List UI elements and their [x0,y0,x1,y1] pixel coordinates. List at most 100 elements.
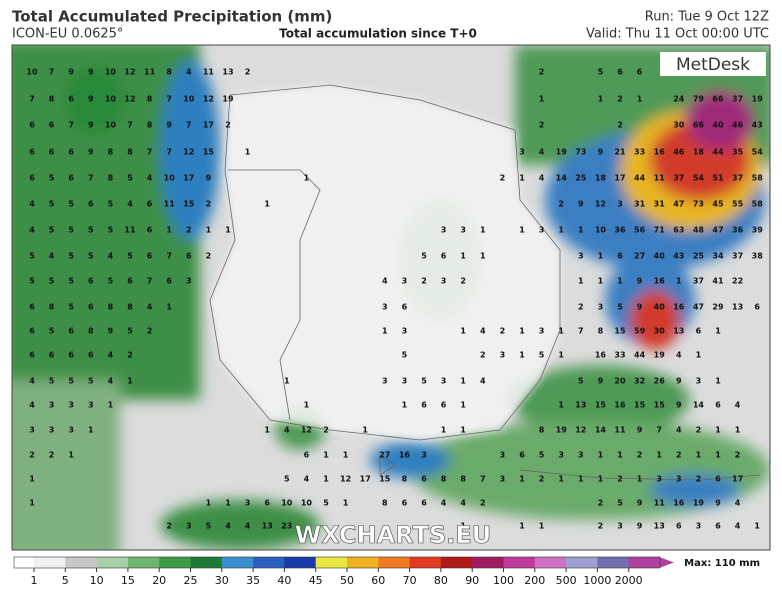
precip-value: 2 [245,68,251,77]
precip-value: 37 [673,174,684,183]
precip-value: 3 [578,252,584,261]
precip-value: 9 [88,68,94,77]
precip-value: 5 [49,327,55,336]
precip-value: 9 [88,148,94,157]
precip-value: 1 [519,522,525,531]
precip-value: 1 [558,475,564,484]
precip-value: 2 [735,451,741,460]
precip-value: 6 [715,522,721,531]
logo: MetDesk [676,55,750,75]
precip-value: 32 [634,377,645,386]
precip-value: 5 [421,377,427,386]
precip-value: 6 [127,277,133,286]
colorbar-segment [284,557,317,568]
precip-value: 15 [614,327,626,336]
precip-value: 30 [654,327,666,336]
colorbar-label: 90 [465,574,479,587]
precip-value: 1 [304,174,310,183]
precip-value: 2 [500,327,506,336]
colorbar-segment [159,557,191,568]
precip-value: 5 [68,252,74,261]
precip-value: 7 [49,68,55,77]
precip-value: 5 [127,174,133,183]
precip-value: 9 [637,277,643,286]
precip-value: 7 [127,121,133,130]
precip-value: 2 [323,426,329,435]
precip-value: 2 [578,303,584,312]
precip-value: 2 [637,451,643,460]
precip-value: 5 [49,174,55,183]
precip-value: 4 [460,499,466,508]
precip-value: 5 [29,252,35,261]
precip-value: 4 [441,499,447,508]
precip-value: 9 [88,121,94,130]
precip-value: 14 [556,174,568,183]
coastline [209,84,561,441]
colorbar-segment [628,557,661,568]
precip-value: 16 [614,401,626,410]
watermark: WXCHARTS.EU [295,521,491,549]
precip-value: 12 [124,68,135,77]
precip-value: 5 [49,277,55,286]
precip-value: 6 [29,174,35,183]
colorbar-label: 45 [309,574,323,587]
precip-value: 1 [127,377,133,386]
precip-value: 4 [735,401,741,410]
precip-value: 12 [595,200,606,209]
precip-value: 10 [26,68,38,77]
precip-value: 3 [441,377,447,386]
precip-value: 8 [49,303,55,312]
precip-value: 1 [29,475,35,484]
precip-value: 6 [402,499,408,508]
value-labels: 10 7 9 9 10 12 11 8 4 11 13 2 2 5 6 67 8 6 9 10 12 8 7 10 12 19 1 1… [26,68,763,531]
precip-value: 6 [441,252,447,261]
colorbar-segment [472,557,504,568]
precip-value: 3 [402,277,408,286]
precip-value: 15 [183,200,195,209]
precip-value: 3 [578,451,584,460]
precip-value: 36 [614,226,626,235]
precip-value: 1 [343,499,349,508]
precip-value: 2 [617,475,623,484]
precip-value: 5 [598,68,604,77]
colorbar-segment [96,557,129,568]
precip-value: 1 [166,226,172,235]
precip-value: 5 [68,277,74,286]
precip-value: 4 [49,252,55,261]
precip-value: 47 [712,226,723,235]
precip-value: 6 [421,401,427,410]
precip-value: 5 [539,351,545,360]
precip-value: 1 [480,252,486,261]
precip-value: 22 [732,277,743,286]
precip-value: 6 [68,174,74,183]
precip-value: 5 [323,499,329,508]
precip-value: 2 [617,95,623,104]
precip-value: 37 [693,277,704,286]
precip-value: 9 [715,499,721,508]
precip-value: 3 [656,475,662,484]
border [228,169,321,421]
precip-value: 5 [108,277,114,286]
precip-value: 4 [539,174,545,183]
colorbar-segment [597,557,630,568]
precip-value: 6 [715,401,721,410]
precip-value: 6 [676,522,682,531]
map: 10 7 9 9 10 12 11 8 4 11 13 2 2 5 6 67 8 6 9 10 12 8 7 10 12 19 1 1… [12,45,770,550]
precip-value: 4 [147,303,153,312]
precip-value: 2 [460,277,466,286]
precip-value: 1 [617,277,623,286]
precip-value: 1 [676,277,682,286]
precip-value: 3 [402,377,408,386]
precip-value: 45 [712,200,724,209]
precip-value: 3 [245,499,251,508]
precip-value: 1 [539,95,545,104]
precip-value: 9 [206,174,212,183]
precip-value: 13 [575,401,586,410]
precip-value: 54 [752,148,764,157]
precip-value: 26 [654,377,666,386]
precip-value: 1 [578,277,584,286]
precip-value: 1 [460,426,466,435]
precip-value: 10 [105,121,117,130]
precip-value: 6 [49,351,55,360]
logo-box [660,52,766,76]
